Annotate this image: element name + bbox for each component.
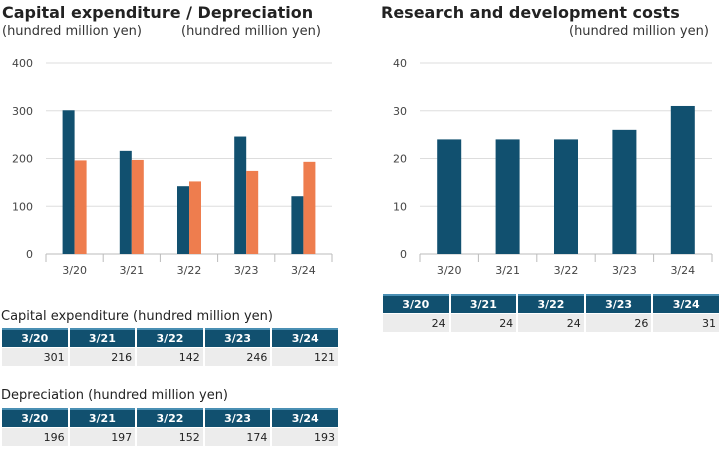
capex-table-header-row: 3/20 3/21 3/22 3/23 3/24 xyxy=(2,328,338,347)
depreciation-table: 3/20 3/21 3/22 3/23 3/24 196 197 152 174… xyxy=(0,408,340,446)
rnd-chart: 0 10 20 30 40 3/20 3/21 3/22 3/23 3/24 xyxy=(393,57,713,277)
depreciation-header-cell: 3/22 xyxy=(137,408,203,427)
rnd-y-tick-label: 0 xyxy=(400,248,407,261)
depreciation-header-cell: 3/23 xyxy=(204,408,271,427)
rnd-bar xyxy=(437,139,462,254)
capex-depreciation-chart: 0 100 200 300 400 3/20 3/21 3/22 3/23 3/24 xyxy=(12,57,333,277)
depreciation-value-cell: 193 xyxy=(272,427,338,446)
capex-depreciation-x-tick-label: 3/22 xyxy=(177,264,202,277)
rnd-x-tick-label: 3/20 xyxy=(437,264,462,277)
capex-table-caption: Capital expenditure (hundred million yen… xyxy=(1,309,273,324)
rnd-chart-unit: (hundred million yen) xyxy=(569,24,709,39)
capex-depreciation-x-tick-label: 3/23 xyxy=(234,264,259,277)
rnd-header-cell: 3/23 xyxy=(585,294,652,313)
rnd-header-cell: 3/21 xyxy=(450,294,517,313)
depreciation-header-cell: 3/24 xyxy=(272,408,338,427)
capex-table: 3/20 3/21 3/22 3/23 3/24 301 216 142 246… xyxy=(0,328,340,366)
rnd-bar xyxy=(612,129,637,254)
depreciation-header-cell: 3/20 xyxy=(2,408,68,427)
capex-chart-unit-right: (hundred million yen) xyxy=(181,24,321,39)
rnd-y-tick-label: 10 xyxy=(393,200,407,213)
rnd-x-tick-label: 3/22 xyxy=(554,264,579,277)
capex-chart-unit-left: (hundred million yen) xyxy=(2,24,142,39)
rnd-table: 3/20 3/21 3/22 3/23 3/24 24 24 24 26 31 xyxy=(381,294,720,332)
capex-depreciation-bar xyxy=(62,110,75,255)
rnd-header-cell: 3/24 xyxy=(653,294,719,313)
rnd-value-cell: 24 xyxy=(450,313,517,332)
capex-table-row: 301 216 142 246 121 xyxy=(2,347,338,366)
rnd-x-tick-label: 3/23 xyxy=(612,264,637,277)
rnd-bar xyxy=(554,139,578,254)
capex-value-cell: 142 xyxy=(137,347,203,366)
rnd-table-row: 24 24 24 26 31 xyxy=(383,313,719,332)
capex-depreciation-bar xyxy=(131,159,144,254)
rnd-value-cell: 24 xyxy=(518,313,584,332)
capex-depreciation-bar xyxy=(177,186,189,254)
depreciation-table-header-row: 3/20 3/21 3/22 3/23 3/24 xyxy=(2,408,338,427)
capex-header-cell: 3/20 xyxy=(2,328,68,347)
rnd-bar xyxy=(495,139,520,254)
capex-header-cell: 3/22 xyxy=(137,328,203,347)
capex-header-cell: 3/24 xyxy=(272,328,338,347)
rnd-bar xyxy=(670,105,695,254)
capex-depreciation-y-tick-label: 300 xyxy=(12,105,33,118)
capex-depreciation-bar xyxy=(189,181,201,254)
rnd-x-tick-label: 3/21 xyxy=(495,264,520,277)
depreciation-value-cell: 174 xyxy=(204,427,271,446)
capex-depreciation-y-tick-label: 200 xyxy=(12,153,33,166)
capex-depreciation-y-tick-label: 400 xyxy=(12,57,33,70)
rnd-value-cell: 26 xyxy=(585,313,652,332)
capex-value-cell: 246 xyxy=(204,347,271,366)
capex-depreciation-bar xyxy=(119,150,132,254)
depreciation-table-caption: Depreciation (hundred million yen) xyxy=(1,388,228,403)
capex-value-cell: 301 xyxy=(2,347,68,366)
depreciation-header-cell: 3/21 xyxy=(69,408,136,427)
capex-chart-title: Capital expenditure / Depreciation xyxy=(2,3,314,22)
capex-depreciation-bar xyxy=(246,170,259,254)
depreciation-value-cell: 152 xyxy=(137,427,203,446)
rnd-x-tick-label: 3/24 xyxy=(670,264,695,277)
capex-value-cell: 121 xyxy=(272,347,338,366)
capex-depreciation-bar xyxy=(234,136,247,254)
capex-header-cell: 3/21 xyxy=(69,328,136,347)
rnd-header-cell: 3/22 xyxy=(518,294,584,313)
rnd-y-tick-label: 20 xyxy=(393,153,407,166)
depreciation-value-cell: 196 xyxy=(2,427,68,446)
depreciation-table-row: 196 197 152 174 193 xyxy=(2,427,338,446)
rnd-value-cell: 31 xyxy=(653,313,719,332)
capex-depreciation-bar xyxy=(303,161,316,254)
rnd-table-header-row: 3/20 3/21 3/22 3/23 3/24 xyxy=(383,294,719,313)
depreciation-value-cell: 197 xyxy=(69,427,136,446)
rnd-value-cell: 24 xyxy=(383,313,449,332)
rnd-header-cell: 3/20 xyxy=(383,294,449,313)
capex-depreciation-x-tick-label: 3/21 xyxy=(119,264,144,277)
capex-depreciation-y-tick-label: 100 xyxy=(12,200,33,213)
capex-depreciation-x-tick-label: 3/24 xyxy=(291,264,316,277)
capex-depreciation-y-tick-label: 0 xyxy=(26,248,33,261)
capex-depreciation-bar xyxy=(74,160,87,254)
rnd-y-tick-label: 30 xyxy=(393,105,407,118)
rnd-chart-title: Research and development costs xyxy=(381,3,680,22)
capex-depreciation-bar xyxy=(291,196,304,254)
capex-value-cell: 216 xyxy=(69,347,136,366)
capex-depreciation-x-tick-label: 3/20 xyxy=(62,264,87,277)
capex-header-cell: 3/23 xyxy=(204,328,271,347)
rnd-y-tick-label: 40 xyxy=(393,57,407,70)
